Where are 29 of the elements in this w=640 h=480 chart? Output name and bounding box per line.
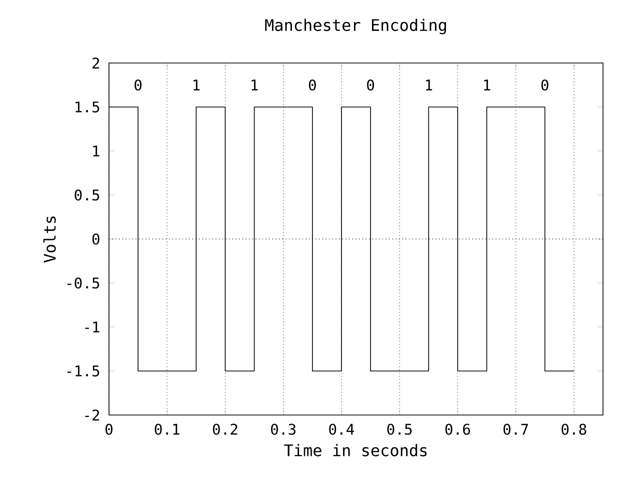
x-tick-label: 0.3 [271, 424, 296, 435]
annotation: 1 [426, 80, 432, 90]
annotation: 0 [134, 79, 142, 91]
annotation: 1 [194, 80, 200, 90]
annotation: 0 [308, 79, 316, 91]
y-tick-label: 2 [92, 58, 100, 68]
x-tick-label: 0.7 [504, 424, 528, 435]
annotation: 1 [252, 80, 258, 90]
y-tick-label: -2 [85, 410, 100, 420]
x-tick-label: 0.6 [445, 424, 470, 435]
y-tick-label: 0 [92, 233, 100, 245]
x-tick-label: 0.2 [212, 424, 238, 435]
x-tick-label: 0.4 [329, 424, 354, 435]
x-axis-title: Time in seconds [284, 444, 427, 456]
x-tick-label: 0 [106, 424, 112, 435]
x-tick-label: 0.8 [562, 424, 586, 435]
annotation: 0 [541, 79, 548, 91]
y-tick-label: -1 [85, 322, 100, 332]
y-tick-label: 1.5 [76, 102, 100, 112]
annotation: 0 [367, 79, 374, 91]
y-tick-label: 1 [93, 146, 100, 156]
y-tick-label: -1.5 [68, 366, 100, 376]
chart-title: Manchester Encoding [265, 18, 446, 34]
y-axis-title: Volts [43, 216, 56, 263]
x-tick-label: 0.1 [154, 424, 180, 435]
x-tick-label: 0.5 [387, 424, 412, 435]
y-tick-label: -0.5 [68, 277, 100, 289]
y-tick-label: 0.5 [74, 189, 100, 201]
annotation: 1 [484, 80, 490, 90]
